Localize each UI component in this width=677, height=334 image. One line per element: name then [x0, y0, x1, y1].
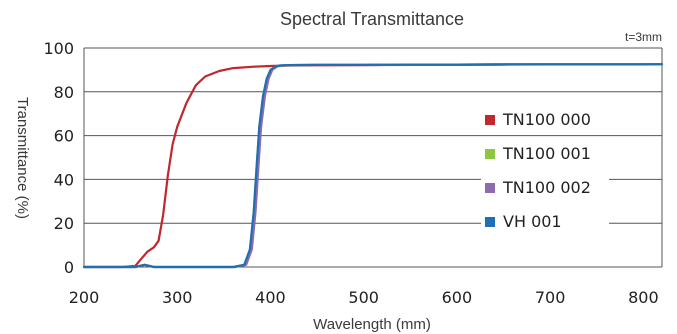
legend-label: VH 001 [503, 212, 562, 231]
y-tick-40: 40 [54, 170, 74, 189]
legend-item-bg [481, 143, 609, 167]
x-axis-label: Wavelength (mm) [313, 316, 431, 333]
legend-item-bg [481, 177, 609, 201]
y-tick-80: 80 [54, 83, 74, 102]
legend-label: TN100 002 [502, 178, 591, 197]
x-tick-400: 400 [255, 288, 286, 307]
series-line-vh-001 [82, 63, 664, 269]
x-tick-labels: 200 300 400 500 600 700 800 [69, 288, 659, 307]
legend: TN100 000 TN100 001 TN100 002 VH 001 [481, 109, 609, 235]
x-tick-500: 500 [348, 288, 379, 307]
legend-swatch [485, 217, 495, 227]
series-lines [82, 63, 664, 269]
legend-item-bg [481, 211, 609, 235]
y-tick-0: 0 [64, 258, 74, 277]
y-tick-100: 100 [43, 39, 74, 58]
x-tick-700: 700 [535, 288, 566, 307]
y-tick-20: 20 [54, 214, 74, 233]
x-tick-200: 200 [69, 288, 100, 307]
y-axis-label: Transmittance (%) [14, 97, 31, 219]
legend-label: TN100 001 [502, 144, 591, 163]
legend-item-bg [481, 109, 609, 133]
x-tick-600: 600 [442, 288, 473, 307]
legend-swatch [485, 115, 495, 125]
x-tick-300: 300 [162, 288, 193, 307]
chart-title: Spectral Transmittance [280, 9, 464, 29]
grid-lines [83, 47, 663, 268]
y-tick-60: 60 [54, 127, 74, 146]
thickness-note: t=3mm [625, 30, 662, 44]
legend-label: TN100 000 [502, 110, 591, 129]
x-tick-800: 800 [628, 288, 659, 307]
legend-swatch [485, 183, 495, 193]
legend-swatch [485, 149, 495, 159]
y-tick-labels: 0 20 40 60 80 100 [43, 39, 74, 277]
